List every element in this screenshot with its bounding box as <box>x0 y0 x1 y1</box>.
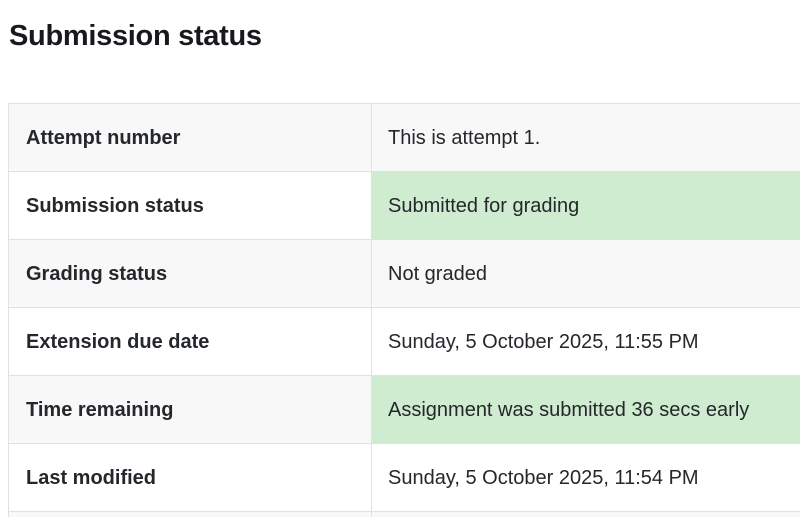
page-title: Submission status <box>9 20 262 52</box>
row-label: Submission status <box>8 171 372 240</box>
table-row-partial-cutoff <box>8 511 800 517</box>
table-row-attempt-number: Attempt number This is attempt 1. <box>8 103 800 172</box>
table-row-time-remaining: Time remaining Assignment was submitted … <box>8 375 800 444</box>
table-row-submission-status: Submission status Submitted for grading <box>8 171 800 240</box>
row-value-success: Assignment was submitted 36 secs early <box>371 375 800 444</box>
table-row-grading-status: Grading status Not graded <box>8 239 800 308</box>
row-value: Not graded <box>371 239 800 308</box>
row-label: Extension due date <box>8 307 372 376</box>
row-value: Sunday, 5 October 2025, 11:54 PM <box>371 443 800 512</box>
row-label: Time remaining <box>8 375 372 444</box>
row-label: Grading status <box>8 239 372 308</box>
submission-status-table: Attempt number This is attempt 1. Submis… <box>8 103 800 517</box>
row-value: Sunday, 5 October 2025, 11:55 PM <box>371 307 800 376</box>
row-value-success: Submitted for grading <box>371 171 800 240</box>
row-label: Last modified <box>8 443 372 512</box>
table-row-extension-due-date: Extension due date Sunday, 5 October 202… <box>8 307 800 376</box>
row-label-empty <box>8 511 372 517</box>
row-label: Attempt number <box>8 103 372 172</box>
table-row-last-modified: Last modified Sunday, 5 October 2025, 11… <box>8 443 800 512</box>
row-value-empty <box>371 511 800 517</box>
row-value: This is attempt 1. <box>371 103 800 172</box>
